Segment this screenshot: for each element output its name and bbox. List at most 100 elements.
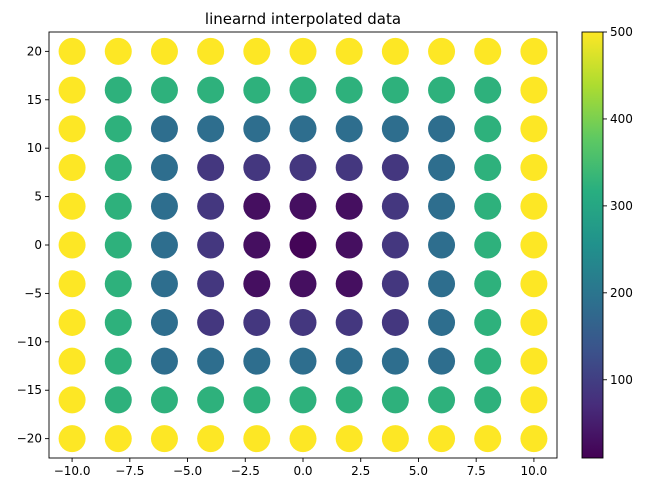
data-point [474,192,502,220]
data-point [520,192,548,220]
colorbar-tick-label: 400 [610,112,633,126]
data-point [474,231,502,259]
data-point [150,425,178,453]
y-tick-label: −5 [24,286,42,300]
data-point [381,115,409,143]
colorbar-ticks: 100 200 300 400 500 [603,25,633,387]
data-point [289,192,317,220]
data-point [289,270,317,298]
data-point [197,425,225,453]
data-point [243,347,271,375]
data-point [150,231,178,259]
data-point [428,76,456,104]
data-point [474,37,502,65]
data-point [381,425,409,453]
data-point [243,115,271,143]
data-point [197,270,225,298]
data-point [197,308,225,336]
data-point [58,347,86,375]
data-point [104,154,132,182]
colorbar-tick-label: 500 [610,25,633,39]
x-tick-label: 5.0 [409,464,428,478]
data-point [243,231,271,259]
data-point [474,347,502,375]
x-tick-label: 2.5 [351,464,370,478]
data-point [243,425,271,453]
y-tick-label: 10 [27,141,42,155]
data-point [243,154,271,182]
data-point [520,270,548,298]
data-point [428,270,456,298]
data-point [289,425,317,453]
data-point [428,308,456,336]
colorbar-tick-label: 300 [610,199,633,213]
data-point [428,425,456,453]
data-point [474,270,502,298]
data-point [520,425,548,453]
data-point [474,386,502,414]
data-point [335,192,363,220]
data-point [428,347,456,375]
data-point [58,192,86,220]
data-point [381,192,409,220]
data-point [243,192,271,220]
data-point [243,37,271,65]
x-tick-label: 0.0 [293,464,312,478]
data-point [335,425,363,453]
data-point [150,37,178,65]
data-point [104,308,132,336]
data-point [335,154,363,182]
data-point [335,76,363,104]
data-point [428,192,456,220]
y-tick-label: 20 [27,44,42,58]
data-point [520,308,548,336]
y-tick-label: 5 [34,190,42,204]
data-point [381,231,409,259]
y-tick-label: 0 [34,238,42,252]
x-tick-label: 10.0 [521,464,548,478]
data-point [197,154,225,182]
data-point [428,154,456,182]
data-point [58,231,86,259]
colorbar-tick-label: 200 [610,286,633,300]
data-point [58,154,86,182]
y-tick-label: −20 [17,432,42,446]
x-tick-label: −2.5 [231,464,260,478]
y-axis-ticks: −20 −15 −10 −5 0 5 10 15 20 [17,44,49,446]
data-point [289,347,317,375]
data-point [474,115,502,143]
data-point [104,386,132,414]
data-point [197,192,225,220]
data-point [289,308,317,336]
x-tick-label: −5.0 [173,464,202,478]
y-tick-label: −10 [17,335,42,349]
data-point [381,308,409,336]
data-point [335,270,363,298]
data-point [335,37,363,65]
data-point [520,154,548,182]
data-point [104,76,132,104]
colorbar [581,31,604,459]
data-point [150,115,178,143]
data-point [520,76,548,104]
data-point [520,37,548,65]
data-point [58,425,86,453]
data-point [428,37,456,65]
data-point [428,115,456,143]
data-point [58,37,86,65]
data-point [289,154,317,182]
data-point [150,154,178,182]
data-point [197,347,225,375]
data-point [104,425,132,453]
data-point [104,37,132,65]
data-point [289,37,317,65]
data-point [243,270,271,298]
data-point [58,115,86,143]
colorbar-tick-label: 100 [610,373,633,387]
y-tick-label: −15 [17,383,42,397]
data-point [150,76,178,104]
x-tick-label: −7.5 [115,464,144,478]
data-point [474,308,502,336]
